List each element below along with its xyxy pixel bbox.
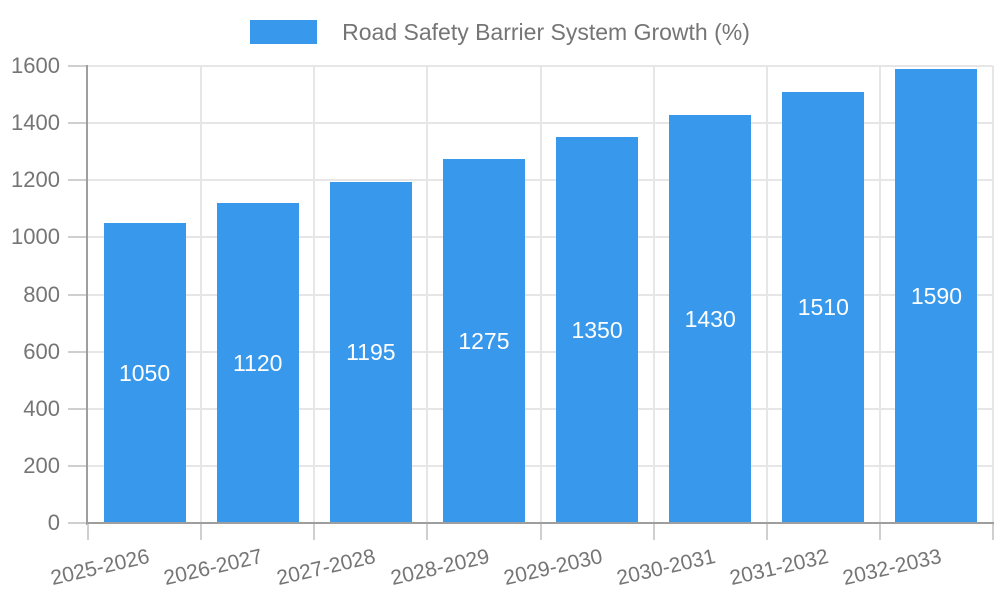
x-axis-tick bbox=[200, 524, 203, 540]
y-axis-tick bbox=[68, 122, 86, 125]
y-axis-tick-label: 1000 bbox=[11, 224, 60, 250]
gridline-vertical bbox=[539, 66, 542, 523]
x-axis-tick-label: 2029-2030 bbox=[501, 545, 605, 591]
bar-value-label: 1590 bbox=[910, 282, 963, 309]
y-axis-tick-label: 1600 bbox=[11, 53, 60, 78]
gridline-vertical bbox=[652, 66, 655, 523]
y-axis-tick bbox=[68, 407, 86, 410]
x-axis-tick bbox=[992, 524, 994, 540]
y-axis-tick-label: 800 bbox=[23, 281, 60, 307]
y-axis-tick-label: 600 bbox=[23, 338, 60, 364]
y-axis-tick bbox=[68, 236, 86, 239]
y-axis-line bbox=[86, 65, 88, 525]
x-axis-tick-label: 2032-2033 bbox=[840, 545, 944, 591]
x-axis-tick bbox=[765, 524, 768, 540]
x-axis-tick bbox=[313, 524, 316, 540]
gridline-vertical bbox=[765, 66, 768, 523]
bar-value-label: 1350 bbox=[571, 316, 623, 343]
y-axis-tick bbox=[68, 179, 86, 182]
y-axis-tick-label: 0 bbox=[47, 510, 60, 535]
y-axis-tick bbox=[68, 65, 86, 67]
bar: 1050 bbox=[103, 223, 186, 523]
legend-label: Road Safety Barrier System Growth (%) bbox=[342, 18, 750, 45]
y-axis-tick bbox=[68, 464, 86, 467]
legend-swatch-icon bbox=[250, 20, 318, 44]
bar-value-label: 1050 bbox=[118, 359, 171, 386]
gridline-vertical bbox=[878, 66, 881, 523]
bar: 1350 bbox=[556, 137, 639, 523]
x-axis-tick bbox=[426, 524, 429, 540]
y-axis-tick-label: 1400 bbox=[11, 110, 60, 136]
y-axis-tick-label: 1200 bbox=[11, 167, 60, 193]
gridline-vertical bbox=[200, 66, 203, 523]
x-axis-tick bbox=[539, 524, 542, 540]
gridline-vertical bbox=[426, 66, 429, 523]
bar-value-label: 1275 bbox=[458, 327, 510, 354]
bar: 1590 bbox=[895, 69, 978, 523]
gridline-vertical bbox=[992, 66, 994, 523]
gridline-vertical bbox=[313, 66, 316, 523]
bar-value-label: 1510 bbox=[797, 294, 849, 320]
x-axis-tick-label: 2030-2031 bbox=[614, 545, 718, 591]
y-axis-tick-label: 200 bbox=[23, 452, 60, 478]
x-axis-tick bbox=[87, 524, 89, 540]
chart-legend[interactable]: Road Safety Barrier System Growth (%) bbox=[0, 17, 1000, 47]
x-axis-tick bbox=[878, 524, 881, 540]
bar: 1510 bbox=[782, 92, 865, 523]
bar: 1195 bbox=[329, 182, 412, 523]
x-axis-tick-label: 2031-2032 bbox=[727, 545, 831, 591]
bar: 1275 bbox=[442, 159, 525, 523]
x-axis-line bbox=[86, 522, 994, 524]
bar: 1430 bbox=[669, 115, 752, 523]
y-axis-tick bbox=[68, 293, 86, 296]
x-axis-tick-label: 2027-2028 bbox=[274, 545, 378, 591]
bar: 1120 bbox=[216, 203, 299, 523]
x-axis-tick bbox=[652, 524, 655, 540]
y-axis-tick bbox=[68, 522, 86, 524]
bar-value-label: 1195 bbox=[346, 339, 396, 365]
x-axis-tick-label: 2026-2027 bbox=[161, 545, 265, 591]
bar-value-label: 1120 bbox=[232, 349, 283, 376]
plot-area: 1050 1120 1195 1275 1350 1430 1510 1590 bbox=[88, 65, 994, 523]
y-axis-tick-label: 400 bbox=[23, 395, 60, 421]
x-axis-tick-label: 2025-2026 bbox=[48, 545, 152, 591]
y-axis-tick bbox=[68, 350, 86, 353]
bar-value-label: 1430 bbox=[684, 305, 736, 332]
x-axis-tick-label: 2028-2029 bbox=[388, 545, 492, 591]
